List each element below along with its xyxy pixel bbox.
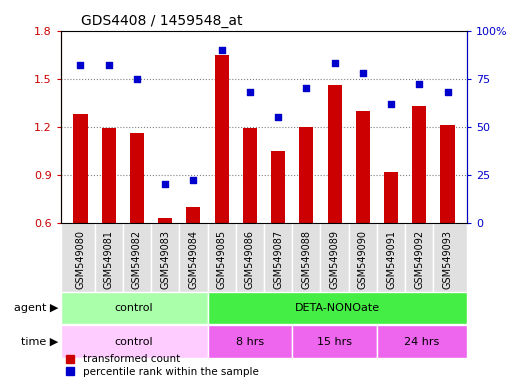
Text: GSM549083: GSM549083 xyxy=(160,230,170,289)
Text: control: control xyxy=(115,303,154,313)
Bar xyxy=(186,207,201,223)
Bar xyxy=(61,293,208,324)
Bar xyxy=(271,151,285,223)
Text: GSM549084: GSM549084 xyxy=(188,230,199,289)
Text: GSM549090: GSM549090 xyxy=(358,230,368,289)
Bar xyxy=(208,293,467,324)
Text: GSM549089: GSM549089 xyxy=(329,230,340,289)
Text: GSM549087: GSM549087 xyxy=(273,230,283,289)
Bar xyxy=(377,325,467,358)
Text: GSM549092: GSM549092 xyxy=(414,230,425,289)
Point xyxy=(415,81,423,88)
Text: GSM549081: GSM549081 xyxy=(103,230,114,289)
Point xyxy=(444,89,452,95)
Bar xyxy=(151,223,180,292)
Text: GDS4408 / 1459548_at: GDS4408 / 1459548_at xyxy=(81,14,242,28)
Point xyxy=(218,47,226,53)
Point xyxy=(133,76,141,82)
Bar xyxy=(440,125,455,223)
Text: GSM549085: GSM549085 xyxy=(216,230,227,289)
Text: GSM549091: GSM549091 xyxy=(386,230,396,289)
Bar xyxy=(348,223,377,292)
Text: 24 hrs: 24 hrs xyxy=(404,337,440,347)
Text: GSM549093: GSM549093 xyxy=(442,230,452,289)
Bar xyxy=(320,223,348,292)
Bar xyxy=(299,127,314,223)
Bar xyxy=(327,85,342,223)
Point xyxy=(302,85,310,91)
Bar xyxy=(130,133,144,223)
Legend: transformed count, percentile rank within the sample: transformed count, percentile rank withi… xyxy=(66,354,259,377)
Text: DETA-NONOate: DETA-NONOate xyxy=(295,303,380,313)
Text: 15 hrs: 15 hrs xyxy=(317,337,352,347)
Bar xyxy=(208,325,292,358)
Point xyxy=(274,114,282,120)
Text: time ▶: time ▶ xyxy=(21,337,58,347)
Text: GSM549088: GSM549088 xyxy=(301,230,312,289)
Point xyxy=(189,177,197,184)
Bar xyxy=(412,106,426,223)
Bar xyxy=(214,55,229,223)
Bar xyxy=(264,223,292,292)
Text: agent ▶: agent ▶ xyxy=(14,303,58,313)
Bar xyxy=(292,223,320,292)
Bar xyxy=(292,325,377,358)
Bar xyxy=(377,223,405,292)
Point xyxy=(76,62,84,68)
Text: GSM549082: GSM549082 xyxy=(132,230,142,289)
Bar xyxy=(95,223,123,292)
Bar xyxy=(384,172,398,223)
Bar xyxy=(102,128,116,223)
Point xyxy=(246,89,254,95)
Bar xyxy=(123,223,151,292)
Bar xyxy=(61,325,208,358)
Bar xyxy=(433,223,467,292)
Bar xyxy=(243,128,257,223)
Bar xyxy=(356,111,370,223)
Text: control: control xyxy=(115,337,154,347)
Point xyxy=(105,62,113,68)
Bar xyxy=(73,114,88,223)
Text: GSM549080: GSM549080 xyxy=(76,230,86,289)
Point xyxy=(331,60,339,66)
Bar xyxy=(405,223,433,292)
Text: GSM549086: GSM549086 xyxy=(245,230,255,289)
Point xyxy=(161,181,169,187)
Bar xyxy=(236,223,264,292)
Text: 8 hrs: 8 hrs xyxy=(236,337,264,347)
Bar xyxy=(158,218,172,223)
Bar xyxy=(208,223,236,292)
Point xyxy=(387,101,395,107)
Point xyxy=(359,70,367,76)
Bar xyxy=(180,223,208,292)
Bar xyxy=(61,223,95,292)
